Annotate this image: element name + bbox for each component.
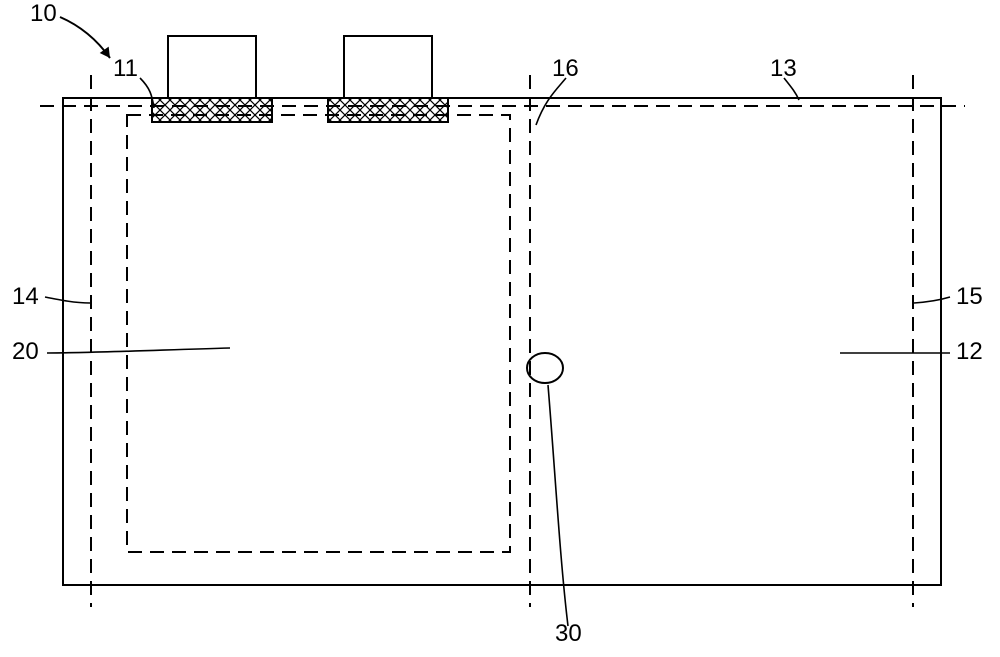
label-20: 20 [12, 338, 39, 366]
leader-l15 [914, 297, 950, 303]
marker-ellipse [527, 353, 563, 383]
label-10: 10 [30, 0, 57, 28]
terminal-hatch-1 [328, 98, 448, 122]
label-15: 15 [956, 283, 983, 311]
diagram-canvas: 10 11 16 13 14 20 15 12 30 [0, 0, 1000, 657]
terminal-hatch-0 [152, 98, 272, 122]
inner-dash-rect [127, 115, 510, 552]
diagram-svg [0, 0, 1000, 657]
terminal-tab-0 [168, 36, 256, 98]
label-13: 13 [770, 55, 797, 83]
leader-l20 [47, 348, 230, 353]
outer-rect [63, 98, 941, 585]
leader-l16 [536, 78, 566, 125]
leader-l30 [548, 385, 568, 626]
leader-l14 [45, 297, 90, 303]
label-11: 11 [113, 55, 138, 83]
label-16: 16 [552, 55, 579, 83]
label-12: 12 [956, 338, 983, 366]
terminal-tab-1 [344, 36, 432, 98]
label-30: 30 [555, 620, 582, 648]
label-14: 14 [12, 283, 39, 311]
